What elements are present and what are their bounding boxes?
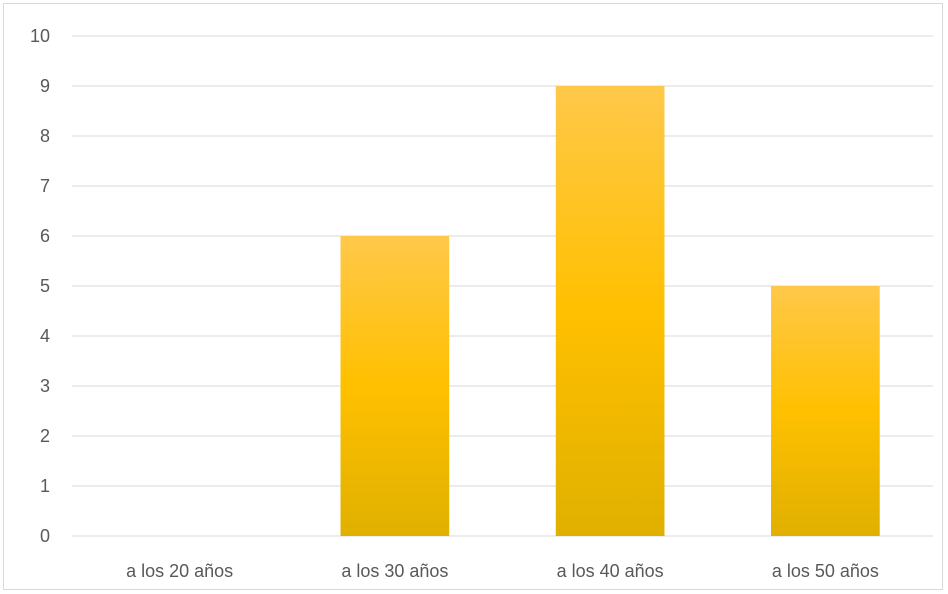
x-tick-label: a los 30 años — [341, 561, 448, 581]
y-tick-label: 2 — [40, 426, 50, 446]
y-axis-ticks: 0 1 2 3 4 5 6 7 8 9 10 — [30, 26, 50, 546]
y-tick-label: 10 — [30, 26, 50, 46]
y-tick-label: 0 — [40, 526, 50, 546]
y-tick-label: 3 — [40, 376, 50, 396]
y-tick-label: 4 — [40, 326, 50, 346]
bar — [771, 286, 880, 536]
y-tick-label: 6 — [40, 226, 50, 246]
bar — [555, 86, 665, 536]
y-tick-label: 8 — [40, 126, 50, 146]
bars — [340, 86, 880, 536]
y-tick-label: 1 — [40, 476, 50, 496]
bar — [340, 236, 450, 536]
y-tick-label: 7 — [40, 176, 50, 196]
x-tick-label: a los 40 años — [557, 561, 664, 581]
y-tick-label: 5 — [40, 276, 50, 296]
x-tick-label: a los 50 años — [772, 561, 879, 581]
x-tick-label: a los 20 años — [126, 561, 233, 581]
x-axis-labels: a los 20 años a los 30 años a los 40 años a… — [126, 561, 879, 581]
y-tick-label: 9 — [40, 76, 50, 96]
